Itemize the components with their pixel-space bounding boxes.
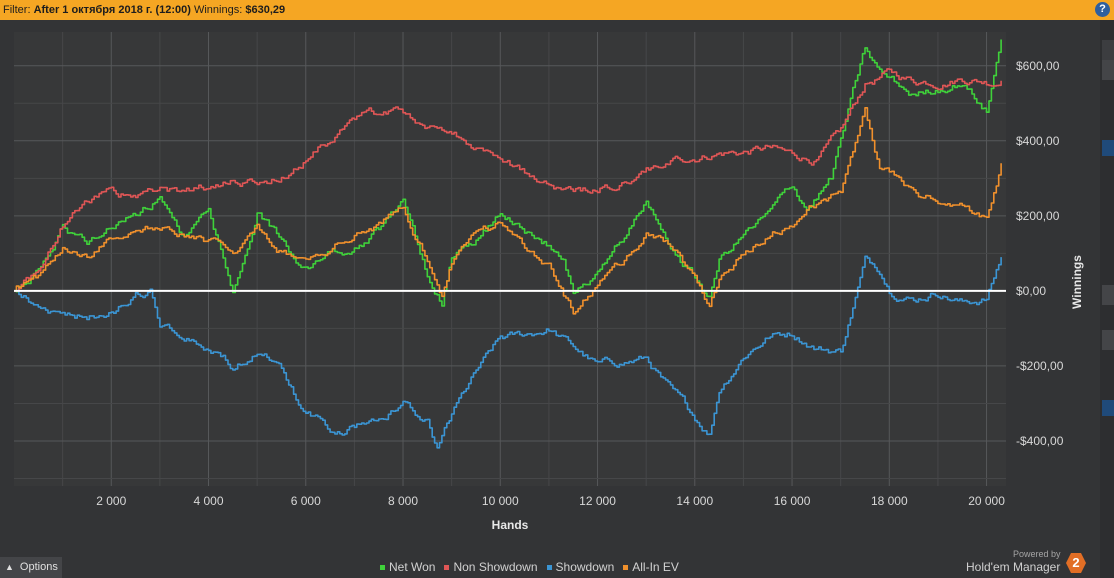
legend-swatch [380,565,385,571]
winnings-chart: 2 000 4 000 6 000 8 000 10 000 12 000 14 000 16… [14,32,1084,532]
caret-up-icon: ▲ [5,562,14,572]
legend-item[interactable]: All-In EV [623,560,679,574]
side-panel-tab[interactable] [1102,400,1114,416]
legend-label: Non Showdown [453,560,538,574]
y-tick-label: $200,00 [1016,209,1060,223]
y-tick-label: -$200,00 [1016,359,1064,373]
x-tick-label: 10 000 [482,494,519,508]
x-axis-label: Hands [492,518,529,532]
x-tick-label: 12 000 [579,494,616,508]
series-line-showdown [14,255,1002,449]
series-line-non-showdown [14,68,1002,292]
side-panel-tab[interactable] [1102,140,1114,156]
x-tick-label: 8 000 [388,494,418,508]
powered-by-text: Powered by [1013,549,1061,559]
legend-label: Showdown [555,560,615,574]
filter-label: Filter: [3,4,31,16]
hm2-logo-icon: 2 [1066,553,1086,573]
legend-label: Net Won [389,560,436,574]
x-axis: 2 000 4 000 6 000 8 000 10 000 12 000 14 000 16… [96,494,1005,508]
y-tick-label: $400,00 [1016,134,1060,148]
legend-label: All-In EV [632,560,679,574]
legend-swatch [623,565,629,571]
x-tick-label: 20 000 [968,494,1005,508]
x-tick-label: 14 000 [676,494,713,508]
side-panel-tab[interactable] [1102,330,1114,350]
y-tick-label: $0,00 [1016,284,1046,298]
filter-bar: Filter: After 1 октября 2018 г. (12:00) … [0,0,1114,20]
side-panel-tab[interactable] [1102,40,1114,60]
legend-item[interactable]: Non Showdown [444,560,538,574]
legend-swatch [444,565,450,571]
series-line-net-won [14,39,1002,307]
x-tick-label: 2 000 [96,494,126,508]
x-tick-label: 6 000 [291,494,321,508]
filter-value: After 1 октября 2018 г. (12:00) [33,4,191,16]
winnings-value: $630,29 [245,4,286,16]
help-icon[interactable]: ? [1095,2,1110,17]
options-button[interactable]: ▲ Options [0,557,62,578]
y-tick-label: $600,00 [1016,59,1060,73]
series-lines [14,39,1002,449]
brand-name: Hold'em Manager [966,560,1061,574]
y-axis: -$400,00 -$200,00 $0,00 $200,00 $400,00 $600,… [1016,59,1064,448]
side-panel-tab[interactable] [1102,285,1114,305]
side-panel-tab[interactable] [1102,60,1114,80]
side-panel [1100,20,1114,578]
legend: Net Won Non Showdown Showdown All-In EV [380,560,688,574]
options-label: Options [19,561,58,573]
legend-item[interactable]: Showdown [546,560,615,574]
x-tick-label: 18 000 [871,494,908,508]
legend-item[interactable]: Net Won [380,560,435,574]
series-line-all-in-ev [14,107,1002,315]
filter-text: Filter: After 1 октября 2018 г. (12:00) … [3,0,285,20]
legend-swatch [546,565,552,571]
winnings-label: Winnings: [193,4,243,16]
x-tick-label: 16 000 [774,494,811,508]
y-axis-label: Winnings [1070,255,1084,309]
y-tick-label: -$400,00 [1016,434,1064,448]
x-tick-label: 4 000 [193,494,223,508]
